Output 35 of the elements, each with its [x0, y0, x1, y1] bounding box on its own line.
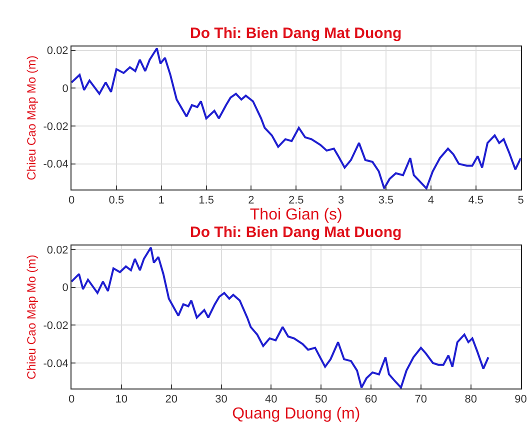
y-tick-label: 0 — [62, 282, 68, 294]
y-tick-label: -0.04 — [43, 358, 68, 370]
x-tick-label: 3.5 — [378, 194, 394, 207]
x-tick-label: 80 — [464, 394, 477, 406]
y-tick-label: -0.02 — [43, 120, 68, 133]
chart-title: Do Thi: Bien Dang Mat Duong — [190, 224, 402, 241]
y-axis-title: Chieu Cao Map Mo (m) — [24, 254, 39, 380]
y-tick-label: 0.02 — [46, 45, 68, 58]
x-tick-label: 40 — [265, 394, 278, 406]
x-tick-label: 2 — [248, 194, 254, 207]
y-tick-label: -0.02 — [43, 320, 68, 332]
x-tick-label: 10 — [115, 394, 128, 406]
x-tick-label: 30 — [215, 394, 228, 406]
y-tick-label: 0.02 — [46, 244, 68, 256]
x-tick-label: 4.5 — [468, 194, 484, 207]
x-axis-title: Thoi Gian (s) — [250, 206, 342, 224]
x-tick-label: 1 — [158, 194, 164, 207]
x-tick-label: 3 — [338, 194, 344, 207]
x-tick-label: 2.5 — [288, 194, 304, 207]
x-tick-label: 60 — [364, 394, 378, 406]
y-tick-label: -0.04 — [43, 158, 68, 171]
line-series — [72, 47, 521, 190]
x-tick-label: 1.5 — [198, 194, 214, 207]
chart-title: Do Thi: Bien Dang Mat Duong — [190, 25, 402, 42]
y-tick-label: 0 — [62, 82, 68, 95]
line-series — [72, 246, 490, 389]
x-axis-title: Quang Duong (m) — [232, 406, 360, 423]
x-tick-label: 90 — [514, 394, 527, 406]
x-tick-label: 70 — [414, 394, 428, 406]
x-tick-label: 0.5 — [108, 194, 124, 207]
x-tick-label: 5 — [518, 194, 524, 207]
x-tick-label: 4 — [428, 194, 434, 207]
x-tick-label: 50 — [314, 394, 328, 406]
y-axis-title: Chieu Cao Map Mo (m) — [24, 56, 39, 180]
x-tick-label: 20 — [165, 394, 178, 406]
